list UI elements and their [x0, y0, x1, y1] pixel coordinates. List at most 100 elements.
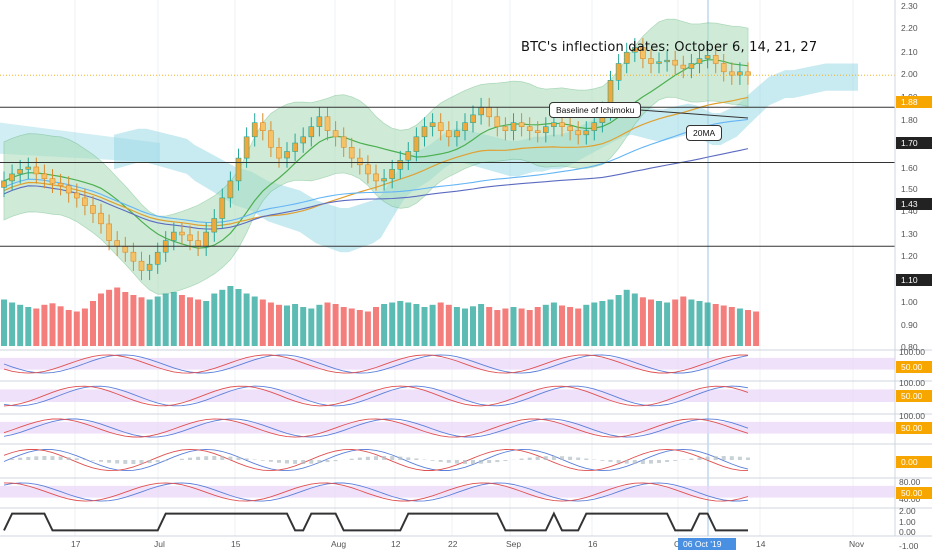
macd-bar: [560, 456, 564, 460]
candle-body: [631, 47, 638, 53]
panel-value-bg: [896, 390, 932, 402]
macd-bar: [196, 456, 201, 460]
volume-bar: [364, 311, 371, 346]
candle-body: [494, 116, 501, 127]
macd-bar: [463, 460, 467, 464]
volume-bar: [753, 311, 760, 346]
candle-body: [623, 51, 630, 64]
macd-bar: [99, 460, 103, 462]
volume-bar: [251, 296, 258, 346]
macd-bar: [697, 457, 702, 460]
macd-bar: [309, 460, 314, 464]
level-label-bg: [896, 274, 932, 286]
baseline-connector: [639, 109, 749, 119]
macd-bar: [414, 458, 419, 460]
volume-bar: [656, 301, 662, 346]
level-label-bg: [896, 198, 932, 210]
macd-bar: [568, 456, 573, 460]
candle-body: [122, 246, 129, 253]
panel-line: [3, 418, 749, 438]
candle-body: [179, 231, 185, 236]
macd-bar: [285, 460, 289, 464]
price-tick: 2.00: [901, 69, 918, 79]
baseline-callout[interactable]: Baseline of Ichimoku: [549, 102, 642, 118]
candle-body: [526, 126, 533, 131]
candle-body: [486, 107, 493, 118]
volume-bar: [429, 304, 436, 347]
volume-bar: [267, 302, 274, 346]
panel-signal: [0, 507, 932, 532]
panel-tick: 80.00: [899, 477, 921, 487]
panel-value: 0.00: [901, 457, 918, 467]
volume-bar: [728, 307, 735, 346]
level-label-bg: [896, 137, 932, 149]
candle-body: [688, 63, 695, 69]
panel-line: [3, 448, 749, 472]
macd-bar: [608, 460, 613, 462]
volume-bar: [518, 308, 525, 346]
candle-body: [74, 192, 80, 199]
volume-bar: [381, 304, 388, 346]
macd-bar: [479, 460, 484, 464]
time-tick: Sep: [506, 539, 521, 549]
candle-body: [146, 263, 153, 271]
panel-line: [3, 511, 748, 532]
macd-bar: [640, 460, 645, 464]
volume-bar: [680, 296, 687, 346]
volume-bar: [672, 299, 679, 346]
volume-bar: [526, 310, 533, 346]
panel-value: 50.00: [901, 391, 923, 401]
macd-bar: [82, 459, 87, 460]
macd-bar: [220, 456, 225, 460]
macd-bar: [673, 460, 678, 461]
macd-bar: [18, 457, 23, 460]
candle-body: [340, 136, 347, 148]
macd-bar: [406, 457, 411, 460]
candle-body: [591, 122, 598, 131]
volume-bar: [98, 293, 104, 346]
ma-callout[interactable]: 20MA: [686, 125, 723, 141]
price-tick: 1.60: [901, 163, 918, 173]
macd-bar: [665, 460, 670, 462]
candle-body: [211, 218, 218, 233]
candle-body: [195, 240, 201, 247]
macd-bar: [495, 460, 500, 463]
panel-band: [0, 421, 895, 434]
macd-bar: [584, 458, 589, 460]
volume-bar: [33, 308, 40, 346]
panel-tick: 1.00: [899, 517, 916, 527]
candle-body: [154, 251, 161, 265]
price-tick: 1.40: [901, 206, 918, 216]
macd-bar: [721, 456, 726, 460]
macd-bar: [374, 456, 378, 460]
macd-bar: [487, 460, 492, 463]
volume-bar: [130, 295, 137, 346]
candle-body: [583, 130, 590, 136]
panel-tick: 2.00: [899, 506, 916, 516]
price-tick: 0.80: [901, 342, 918, 352]
macd-bar: [471, 460, 475, 464]
panel-rsi: [0, 477, 932, 502]
volume-bar: [122, 292, 129, 346]
panel-value-bg: [896, 361, 932, 373]
panel-tick: 100.00: [899, 411, 925, 421]
candle-body: [397, 160, 404, 170]
macd-bar: [10, 458, 15, 460]
candle-body: [251, 122, 258, 138]
crosshair-label: 06 Oct '19: [683, 539, 722, 549]
macd-bar: [576, 457, 581, 460]
price-tick: 2.20: [901, 23, 918, 33]
candle-body: [82, 197, 88, 206]
volume-bar: [41, 304, 48, 347]
candle-body: [219, 197, 226, 219]
macd-bar: [527, 457, 532, 460]
candle-body: [502, 126, 509, 131]
candle-body: [235, 157, 242, 182]
candle-body: [33, 166, 40, 175]
volume-bar: [486, 307, 493, 346]
candle-body: [65, 185, 72, 194]
candle-body: [259, 122, 266, 131]
volume-bar: [284, 305, 290, 346]
candle-body: [292, 142, 298, 152]
